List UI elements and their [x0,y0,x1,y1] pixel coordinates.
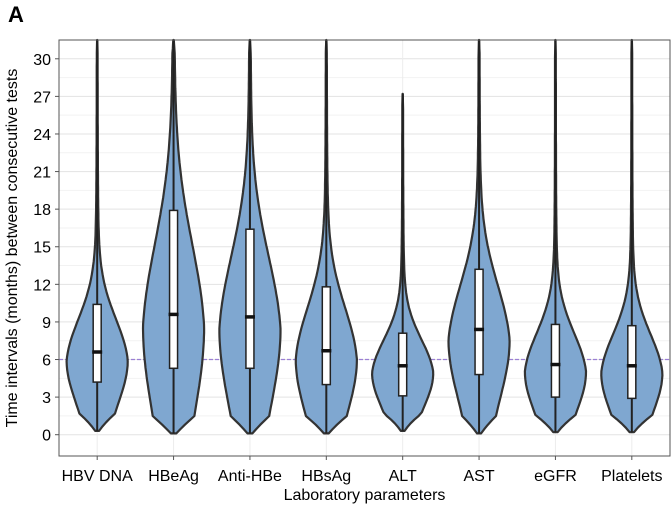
x-tick-label: AST [464,468,495,485]
y-tick-label: 15 [33,240,51,257]
y-tick-label: 27 [33,89,51,106]
panel-label: A [8,2,24,27]
x-tick-label: HBeAg [148,468,199,485]
y-tick-label: 0 [42,428,51,445]
x-tick-label: Anti-HBe [218,468,282,485]
x-tick-label: eGFR [534,468,577,485]
y-tick-label: 12 [33,277,51,294]
y-axis: 0 3 6 9 12 15 18 21 24 27 30 [33,52,59,445]
y-tick-label: 3 [42,390,51,407]
x-tick-label: Platelets [601,468,662,485]
y-tick-label: 6 [42,353,51,370]
box [627,324,637,400]
box [92,303,102,383]
y-tick-label: 24 [33,127,51,144]
y-tick-label: 18 [33,202,51,219]
x-axis: HBV DNA HBeAg Anti-HBe HBsAg ALT AST eGFR Plate… [62,456,663,485]
x-tick-label: HBsAg [301,468,351,485]
x-tick-label: HBV DNA [62,468,133,485]
y-tick-label: 9 [42,315,51,332]
y-tick-label: 30 [33,52,51,69]
plot-frame [58,39,671,457]
x-axis-label: Laboratory parameters [284,487,446,504]
y-axis-label: Time intervals (months) between consecut… [4,69,21,428]
y-tick-label: 21 [33,165,51,182]
x-tick-label: ALT [389,468,417,485]
box [245,228,255,370]
box [168,209,179,370]
box [321,286,332,386]
violins [65,38,664,435]
box [474,268,484,376]
box [550,323,561,398]
